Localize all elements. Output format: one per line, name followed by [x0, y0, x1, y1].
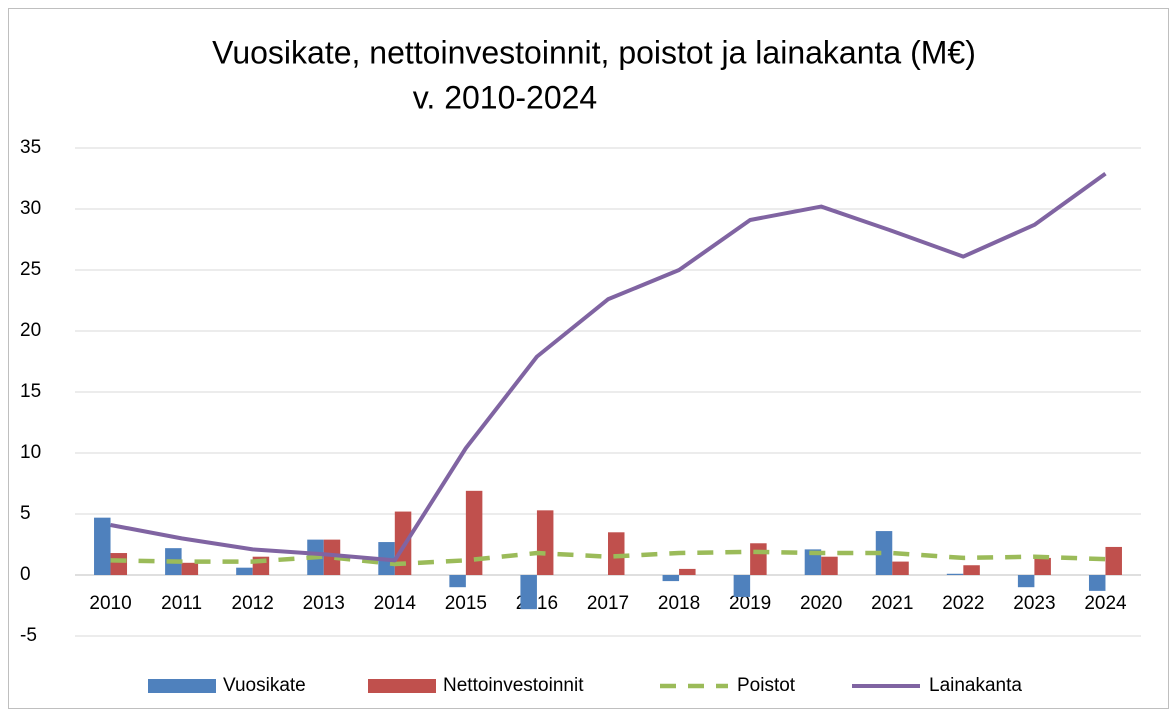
x-tick-label: 2011 — [161, 593, 202, 614]
line-series — [110, 171, 1107, 563]
x-tick-label: 2018 — [658, 593, 700, 614]
bar — [804, 549, 822, 575]
bar — [662, 575, 680, 582]
y-tick-label: 15 — [20, 381, 41, 402]
bar — [465, 490, 483, 575]
legend-swatch — [148, 679, 216, 693]
y-tick-label: 5 — [20, 503, 31, 524]
bar — [821, 556, 838, 575]
bar — [236, 567, 253, 575]
x-tick-label: 2010 — [89, 593, 131, 614]
x-tick-label: 2019 — [729, 593, 771, 614]
y-tick-label: -5 — [20, 625, 37, 646]
chart-subtitle: v. 2010-2024 — [413, 79, 597, 115]
x-tick-label: 2024 — [1084, 593, 1127, 614]
bar — [963, 565, 980, 575]
x-tick-label: 2013 — [303, 593, 345, 614]
x-tick-label: 2015 — [445, 593, 487, 614]
y-tick-label: 20 — [20, 320, 41, 341]
legend-label: Vuosikate — [223, 675, 306, 696]
x-tick-label: 2023 — [1013, 593, 1055, 614]
legend-label: Lainakanta — [929, 675, 1022, 696]
bar — [1034, 557, 1051, 575]
bar — [875, 531, 893, 575]
bar — [181, 562, 199, 575]
legend-swatch — [368, 679, 436, 693]
bar — [449, 575, 466, 588]
bar — [892, 561, 909, 575]
x-tick-label: 2022 — [942, 593, 984, 614]
bar — [94, 517, 111, 575]
bar — [946, 573, 964, 575]
y-tick-label: 30 — [20, 198, 41, 219]
bar — [733, 575, 751, 597]
bar — [1088, 575, 1106, 591]
bar — [394, 511, 412, 575]
bar — [1017, 575, 1035, 588]
chart-border — [8, 8, 1169, 709]
chart-title: Vuosikate, nettoinvestoinnit, poistot ja… — [212, 34, 976, 70]
bar — [1105, 546, 1122, 575]
x-tick-label: 2014 — [374, 593, 417, 614]
bar — [323, 539, 341, 575]
bar — [110, 553, 128, 575]
y-tick-label: 10 — [20, 442, 41, 463]
bar — [520, 575, 537, 610]
bar — [608, 532, 625, 575]
legend-label: Nettoinvestoinnit — [443, 675, 584, 696]
bar — [679, 568, 696, 575]
x-tick-label: 2021 — [871, 593, 913, 614]
bar — [750, 543, 767, 575]
y-tick-label: 0 — [20, 564, 31, 585]
y-tick-label: 25 — [20, 259, 41, 280]
x-tick-label: 2017 — [587, 593, 629, 614]
x-tick-label: 2020 — [800, 593, 842, 614]
y-tick-label: 35 — [20, 137, 41, 158]
legend-label: Poistot — [737, 675, 796, 696]
bar — [536, 510, 554, 575]
x-tick-label: 2012 — [232, 593, 274, 614]
